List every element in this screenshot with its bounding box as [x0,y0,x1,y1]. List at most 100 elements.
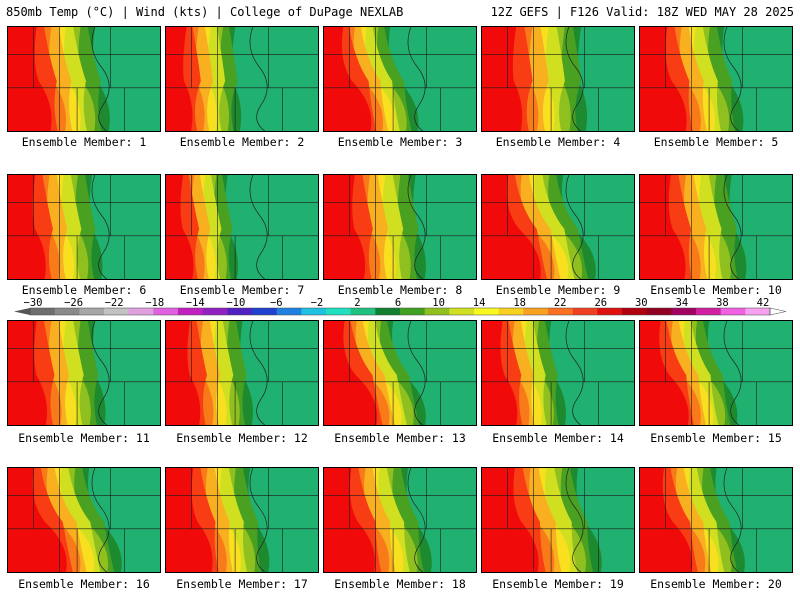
colorbar-tick-label: 26 [594,297,608,309]
model-run-info: 12Z GEFS | F126 Valid: 18Z WED MAY 28 20… [490,5,794,19]
colorbar-swatch [498,308,524,315]
temperature-band [8,27,52,131]
ensemble-member-label: Ensemble Member: 7 [179,283,305,297]
colorbar-tick-label: −18 [145,297,165,309]
colorbar-swatch [178,308,204,315]
river-line [407,321,426,425]
ensemble-member-label: Ensemble Member: 11 [18,431,150,445]
temperature-band [482,27,523,131]
ensemble-panel [639,174,793,280]
ensemble-panel [165,26,319,132]
ensemble-map-1 [8,27,160,131]
river-line [565,27,584,131]
colorbar-tick-label: −26 [64,297,84,309]
river-line [91,27,110,131]
ensemble-panel [481,320,635,426]
colorbar-swatch [548,308,574,315]
ensemble-panel [7,174,161,280]
river-line [565,175,584,279]
ensemble-member-label: Ensemble Member: 19 [492,577,624,591]
river-line [723,27,742,131]
colorbar-swatch [350,308,376,315]
colorbar-swatch [720,308,746,315]
temperature-band [640,175,686,279]
colorbar-swatch [227,308,253,315]
temperature-band [166,321,201,425]
colorbar-tick-label: −14 [185,297,205,309]
colorbar-swatch [252,308,278,315]
ensemble-member-label: Ensemble Member: 4 [495,135,621,149]
ensemble-map-11 [8,321,160,425]
ensemble-member-label: Ensemble Member: 10 [650,283,782,297]
ensemble-map-14 [482,321,634,425]
river-line [249,468,268,572]
ensemble-panel [165,467,319,573]
ensemble-panel [639,26,793,132]
colorbar-swatch [424,308,450,315]
colorbar-tick-label: 38 [716,297,729,309]
colorbar-swatch [646,308,672,315]
ensemble-member-label: Ensemble Member: 15 [650,431,782,445]
ensemble-map-9 [482,175,634,279]
river-line [91,468,110,572]
ensemble-map-18 [324,468,476,572]
ensemble-map-19 [482,468,634,572]
colorbar-swatch [745,308,771,315]
temperature-band [8,321,48,425]
colorbar-tick-label: −22 [104,297,124,309]
ensemble-map-12 [166,321,318,425]
ensemble-member-label: Ensemble Member: 13 [334,431,466,445]
ensemble-member-label: Ensemble Member: 18 [334,577,466,591]
temperature-band [324,27,372,131]
colorbar-swatch [104,308,130,315]
ensemble-panel [7,467,161,573]
colorbar-tick-label: −10 [226,297,246,309]
colorbar-tick-label: 2 [354,297,361,309]
ensemble-map-20 [640,468,792,572]
ensemble-map-7 [166,175,318,279]
temperature-band [8,175,46,279]
colorbar-swatch [54,308,80,315]
ensemble-map-13 [324,321,476,425]
temperature-band [166,468,213,572]
colorbar-tick-label: 30 [634,297,648,309]
ensemble-panel [323,26,477,132]
colorbar-swatch [449,308,475,315]
temperature-band [640,27,687,131]
ensemble-map-17 [166,468,318,572]
river-line [249,175,268,279]
river-line [91,321,110,425]
river-line [723,468,742,572]
ensemble-member-label: Ensemble Member: 6 [21,283,147,297]
colorbar-tick-label: 22 [553,297,567,309]
temperature-band [640,468,693,572]
ensemble-panel [7,26,161,132]
ensemble-map-6 [8,175,160,279]
colorbar-swatch [153,308,179,315]
temperature-band [324,175,366,279]
river-line [407,27,426,131]
ensemble-member-label: Ensemble Member: 9 [495,283,621,297]
colorbar-swatch [671,308,697,315]
ensemble-panel [165,174,319,280]
colorbar-max-arrow [769,307,787,316]
colorbar-tick-label: 18 [513,297,527,309]
river-line [723,321,742,425]
ensemble-panel [481,174,635,280]
colorbar-tick-label: 14 [472,297,486,309]
ensemble-member-label: Ensemble Member: 3 [337,135,463,149]
colorbar-swatch [696,308,722,315]
river-line [407,468,426,572]
river-line [565,468,584,572]
ensemble-member-label: Ensemble Member: 2 [179,135,305,149]
colorbar-swatch [474,308,500,315]
ensemble-member-label: Ensemble Member: 20 [650,577,782,591]
ensemble-member-label: Ensemble Member: 12 [176,431,308,445]
ensemble-map-2 [166,27,318,131]
colorbar-tick-label: 34 [675,297,689,309]
ensemble-member-label: Ensemble Member: 1 [21,135,147,149]
ensemble-panel [481,467,635,573]
river-line [249,321,268,425]
temperature-band [166,27,193,131]
ensemble-member-label: Ensemble Member: 17 [176,577,308,591]
